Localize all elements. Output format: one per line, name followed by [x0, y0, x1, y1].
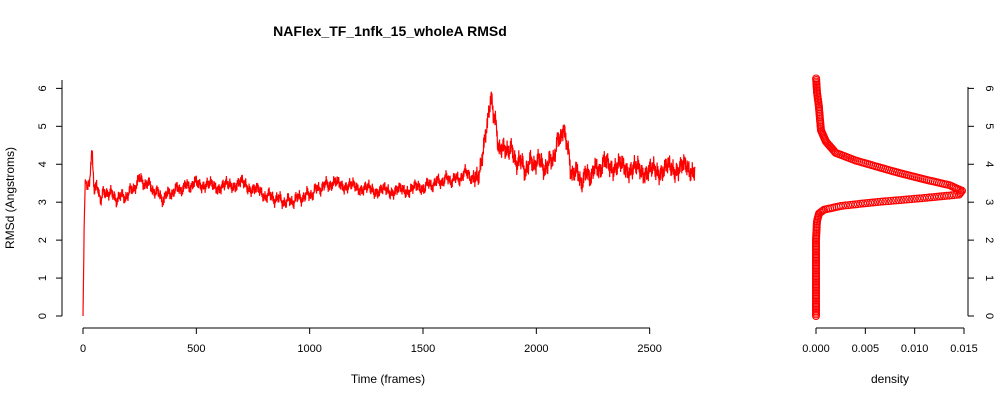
- density-point: [886, 196, 895, 205]
- density-x-axis-label: density: [871, 372, 909, 386]
- density-y-tick-label: 6: [983, 85, 995, 91]
- rmsd-time-plot: 0 500 1000 1500 2000 2500 0 1 2 3 4 5 6 Time (frame…: [3, 80, 696, 386]
- y-tick-label: 5: [37, 123, 49, 129]
- density-point: [902, 195, 911, 204]
- y-axis-label: RMSd (Angstroms): [3, 147, 17, 249]
- density-y-tick-label: 3: [983, 199, 995, 205]
- density-y-tick-label: 4: [983, 161, 995, 167]
- density-x-tick-label: 0.000: [802, 343, 830, 355]
- density-y-tick-label: 5: [983, 123, 995, 129]
- x-axis-label: Time (frames): [351, 372, 425, 386]
- density-y-tick-label: 1: [983, 275, 995, 281]
- density-point: [866, 198, 875, 207]
- x-tick-label: 1500: [411, 343, 435, 355]
- x-tick-label: 2500: [637, 343, 661, 355]
- y-tick-label: 4: [37, 161, 49, 167]
- density-point: [884, 197, 893, 206]
- density-point: [894, 196, 903, 205]
- density-x-tick-label: 0.010: [901, 343, 929, 355]
- x-tick-label: 500: [187, 343, 205, 355]
- density-point: [851, 200, 860, 209]
- rmsd-series-line: [82, 91, 696, 317]
- density-point: [817, 207, 826, 216]
- y-tick-label: 6: [37, 85, 49, 91]
- density-point: [812, 74, 821, 83]
- x-tick-label: 1000: [297, 343, 321, 355]
- density-point: [907, 195, 916, 204]
- density-point: [881, 197, 890, 206]
- density-point: [892, 196, 901, 205]
- x-tick-label: 2000: [524, 343, 548, 355]
- density-point: [889, 196, 898, 205]
- density-y-tick-label: 0: [983, 313, 995, 319]
- y-tick-label: 1: [37, 275, 49, 281]
- density-point: [905, 195, 914, 204]
- x-tick-label: 0: [80, 343, 86, 355]
- density-point: [868, 198, 877, 207]
- y-tick-label: 2: [37, 237, 49, 243]
- y-tick-label: 0: [37, 313, 49, 319]
- density-point: [871, 198, 880, 207]
- density-point: [897, 196, 906, 204]
- density-point: [879, 197, 887, 206]
- density-point: [873, 198, 882, 206]
- chart-title: NAFlex_TF_1nfk_15_wholeA RMSd: [273, 23, 507, 39]
- density-point: [876, 197, 885, 206]
- density-plot: 0.000 0.005 0.010 0.015 0 1 2 3 4 5 6 density: [802, 74, 995, 386]
- density-x-tick-label: 0.005: [852, 343, 880, 355]
- density-x-tick-label: 0.015: [950, 343, 978, 355]
- density-point: [899, 195, 908, 204]
- y-tick-label: 3: [37, 199, 49, 205]
- density-point: [913, 194, 921, 203]
- density-y-tick-label: 2: [983, 237, 995, 243]
- density-point: [910, 194, 919, 203]
